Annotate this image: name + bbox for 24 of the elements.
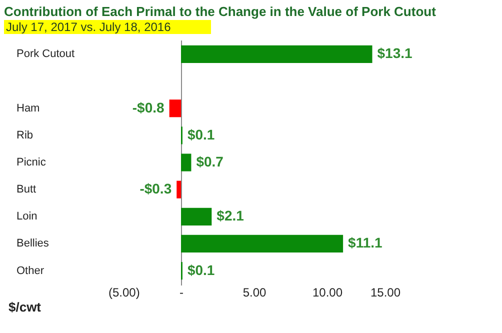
x-tick-label: (5.00) xyxy=(108,286,140,300)
data-label: $2.1 xyxy=(216,208,244,224)
y-tick-label: Bellies xyxy=(16,238,50,250)
x-tick-label: 10.00 xyxy=(312,286,343,300)
y-tick-label: Ham xyxy=(16,102,40,114)
data-label: $11.1 xyxy=(348,234,383,251)
y-tick-label: Butt xyxy=(16,184,36,196)
data-label: -$0.3 xyxy=(140,180,172,197)
x-tick-label: - xyxy=(180,286,184,300)
x-tick-label: 5.00 xyxy=(242,286,266,300)
data-label: $0.1 xyxy=(187,126,215,142)
chart-title: Contribution of Each Primal to the Change in the Value of Pork Cutout xyxy=(3,3,437,20)
data-label: $0.1 xyxy=(187,262,215,278)
data-label: $0.7 xyxy=(196,154,224,170)
y-tick-label: Rib xyxy=(16,129,34,142)
data-label: $13.1 xyxy=(377,45,413,62)
y-tick-label: Other xyxy=(16,264,44,277)
y-tick-label: Pork Cutout xyxy=(16,48,75,60)
y-tick-label: Loin xyxy=(16,210,38,223)
y-tick-label: Picnic xyxy=(16,156,46,168)
data-label: -$0.8 xyxy=(132,99,165,116)
chart-subtitle: July 17, 2017 vs. July 18, 2016 xyxy=(4,20,211,34)
x-tick-label: 15.00 xyxy=(370,286,401,300)
x-axis-title: $/cwt xyxy=(8,300,42,314)
